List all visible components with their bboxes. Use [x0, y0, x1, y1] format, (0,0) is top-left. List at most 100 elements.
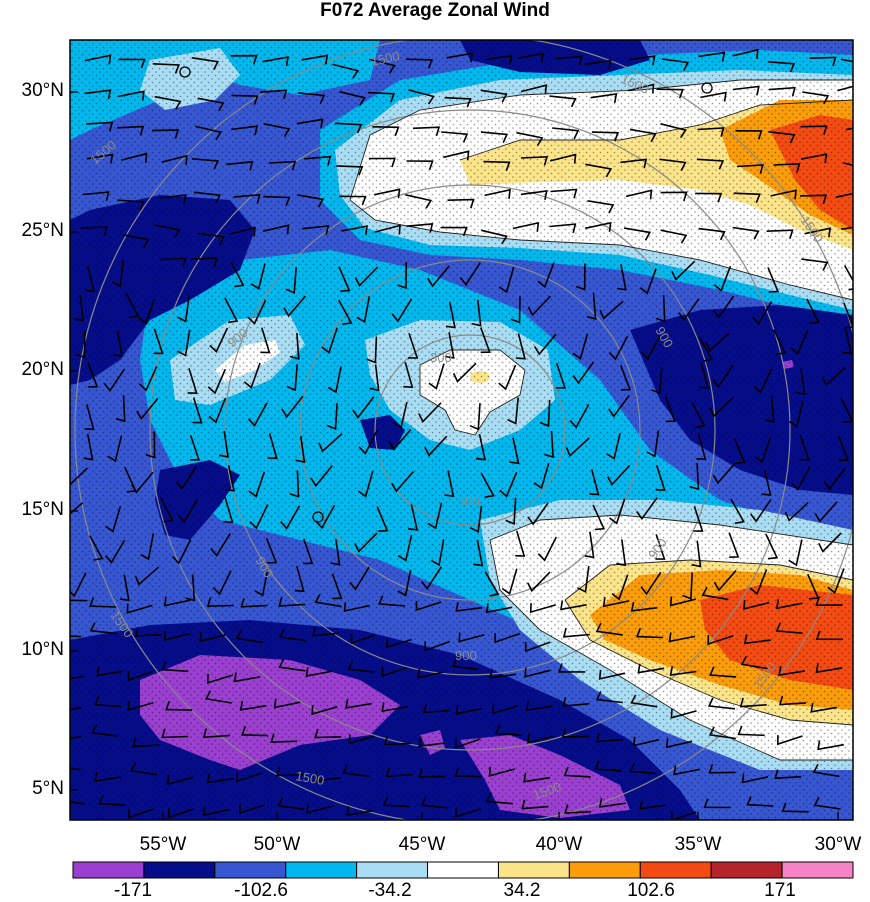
wind-barb [529, 603, 556, 614]
wind-barb [673, 765, 700, 776]
wind-barb [339, 90, 366, 106]
wind-barb [118, 90, 145, 101]
lon-label-40w: 40°W [535, 834, 583, 855]
wind-barb [233, 672, 261, 683]
wind-barb [262, 224, 290, 235]
wind-barb [713, 569, 737, 592]
wind-barb [405, 58, 434, 69]
wind-barb [641, 335, 661, 361]
wind-barb [589, 469, 600, 496]
wind-barb [145, 431, 156, 459]
wind-barb [799, 434, 810, 461]
wind-barb [485, 792, 513, 805]
wind-barb [844, 265, 853, 291]
wind-barb [537, 536, 558, 562]
wind-barb [802, 91, 830, 105]
wind-barb [563, 766, 591, 778]
wind-barb [267, 433, 278, 460]
wind-barb [512, 221, 540, 232]
wind-barb [98, 794, 126, 807]
wind-barb [454, 767, 482, 778]
wind-barb [104, 539, 126, 564]
wind-barb [646, 430, 660, 458]
wind-barb [790, 466, 811, 492]
wind-barb [697, 127, 725, 137]
wind-barb [280, 505, 301, 530]
wind-barb [247, 299, 267, 325]
wind-barb [555, 362, 567, 389]
wind-barb [391, 470, 415, 493]
wind-barb [443, 150, 470, 161]
wind-barb [698, 362, 710, 389]
wind-barb [691, 540, 702, 568]
wind-barb [636, 497, 658, 521]
wind-barb [815, 663, 843, 674]
wind-barb [695, 192, 723, 203]
wind-barb [385, 638, 412, 649]
wind-barb [167, 808, 194, 819]
wind-barb [784, 502, 809, 522]
wind-barb [585, 163, 613, 178]
wind-barb [753, 368, 773, 394]
wind-barb [70, 801, 85, 805]
wind-barb [488, 766, 515, 777]
wind-barb [260, 89, 288, 100]
wind-barb [235, 630, 263, 644]
wind-barb [520, 190, 548, 200]
wind-barb [700, 91, 727, 102]
wind-barb [336, 165, 364, 176]
wind-barb [555, 55, 583, 66]
wind-barb [70, 599, 88, 602]
wind-barb [366, 336, 378, 364]
wind-barb [640, 571, 662, 596]
wind-barb [630, 694, 658, 708]
wind-barb [447, 198, 475, 209]
wind-barb [405, 194, 433, 209]
wind-barb [562, 627, 590, 638]
wind-barb [210, 532, 231, 557]
lat-label-15n: 15°N [21, 499, 64, 520]
ring-label-1500b: 1500 [294, 768, 325, 788]
wind-barb [637, 663, 665, 674]
wind-barb [520, 84, 548, 95]
wind-barb [378, 595, 406, 607]
wind-barb [111, 259, 125, 288]
wind-barb [240, 726, 269, 737]
wind-barb [516, 131, 544, 147]
wind-barb [262, 56, 289, 67]
wind-barb [660, 191, 688, 202]
wind-barb [376, 506, 389, 532]
wind-barb [427, 265, 450, 288]
calm-marker [179, 66, 191, 78]
wind-barb [484, 571, 500, 597]
lat-label-10n: 10°N [21, 639, 64, 660]
wind-barb [743, 599, 770, 610]
colorbar-label: 102.6 [627, 880, 675, 901]
wind-barb [773, 162, 801, 173]
wind-barb [705, 332, 730, 353]
wind-barb [117, 199, 145, 211]
wind-barb [451, 657, 479, 671]
wind-barb [501, 568, 518, 595]
wind-barb [159, 194, 187, 204]
wind-barb [526, 571, 551, 593]
wind-barb [418, 767, 446, 778]
wind-barb [608, 335, 629, 361]
wind-barb [294, 565, 305, 593]
wind-barb [707, 634, 734, 646]
wind-barb [790, 329, 809, 356]
wind-barb [469, 403, 481, 431]
wind-barb [533, 333, 557, 356]
wind-barb [735, 130, 763, 140]
wind-barb [815, 630, 843, 641]
wind-barb [223, 496, 234, 523]
wind-barb [708, 764, 736, 774]
ring-label-900d: 900 [455, 648, 477, 663]
wind-barb [741, 773, 769, 784]
wind-barb [302, 538, 314, 565]
ring-label-300: 300 [430, 350, 452, 365]
wind-barb [118, 58, 146, 69]
wind-barb [260, 327, 271, 354]
wind-barb [549, 95, 577, 108]
wind-barb [331, 573, 343, 600]
